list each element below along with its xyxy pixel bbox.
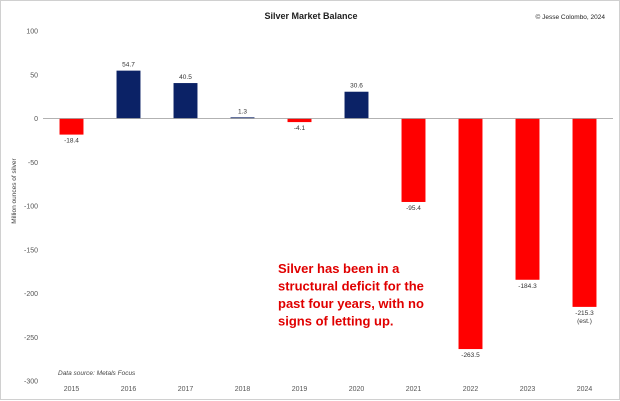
- x-tick-label: 2021: [406, 386, 422, 393]
- data-label: -18.4: [64, 138, 79, 145]
- data-label: 1.3: [238, 108, 247, 115]
- x-tick-label: 2019: [292, 386, 308, 393]
- data-source-text: Data source: Metals Focus: [58, 370, 136, 377]
- data-label: -263.5: [461, 352, 480, 359]
- bar-2024: [572, 118, 597, 307]
- y-tick-label: -250: [24, 335, 38, 342]
- y-tick-label: 100: [26, 29, 38, 36]
- annotation-line: Silver has been in a: [278, 261, 400, 276]
- y-tick-label: -300: [24, 379, 38, 386]
- data-label: 54.7: [122, 62, 135, 69]
- annotation-line: past four years, with no: [278, 296, 424, 311]
- bar-2023: [515, 118, 540, 280]
- y-tick-label: -200: [24, 291, 38, 298]
- data-label: 40.5: [179, 74, 192, 81]
- chart-title: Silver Market Balance: [264, 11, 357, 21]
- bar-2022: [458, 118, 483, 350]
- y-tick-label: 0: [34, 116, 38, 123]
- annotation-line: structural deficit for the: [278, 279, 424, 294]
- bar-2020: [344, 91, 369, 119]
- x-tick-label: 2022: [463, 386, 479, 393]
- x-tick-label: 2024: [577, 386, 593, 393]
- bar-series: [59, 70, 597, 350]
- y-tick-label: -150: [24, 247, 38, 254]
- x-tick-label: 2020: [349, 386, 365, 393]
- data-label: -215.3: [575, 310, 594, 317]
- x-tick-label: 2016: [121, 386, 137, 393]
- x-tick-label: 2015: [64, 386, 80, 393]
- bar-2018: [230, 117, 255, 119]
- data-labels: -18.4 54.7 40.5 1.3 -4.1 30.6 -95.4 -263.5 -184.…: [64, 62, 594, 359]
- y-tick-label: 50: [30, 72, 38, 79]
- annotation-text: Silver has been in a structural deficit f…: [278, 261, 424, 329]
- y-axis-label: Million ounces of silver: [11, 157, 18, 223]
- bar-2016: [116, 70, 141, 119]
- data-label: 30.6: [350, 83, 363, 90]
- x-tick-label: 2023: [520, 386, 536, 393]
- bar-2019: [287, 118, 312, 123]
- data-label: -184.3: [518, 283, 537, 290]
- bar-2017: [173, 83, 198, 119]
- x-tick-label: 2017: [178, 386, 194, 393]
- data-label-suffix: (est.): [577, 318, 592, 325]
- copyright-text: © Jesse Colombo, 2024: [536, 13, 606, 21]
- x-tick-label: 2018: [235, 386, 251, 393]
- data-label: -4.1: [294, 125, 306, 132]
- y-tick-label: -100: [24, 204, 38, 211]
- data-label: -95.4: [406, 205, 421, 212]
- annotation-line: signs of letting up.: [278, 314, 394, 329]
- x-axis-ticks: 2015 2016 2017 2018 2019 2020 2021 2022 2023 2024: [64, 386, 593, 393]
- bar-2015: [59, 118, 84, 135]
- bar-2021: [401, 118, 426, 202]
- y-tick-label: -50: [28, 160, 38, 167]
- y-axis-ticks: 100 50 0 -50 -100 -150 -200 -250 -300: [24, 29, 38, 386]
